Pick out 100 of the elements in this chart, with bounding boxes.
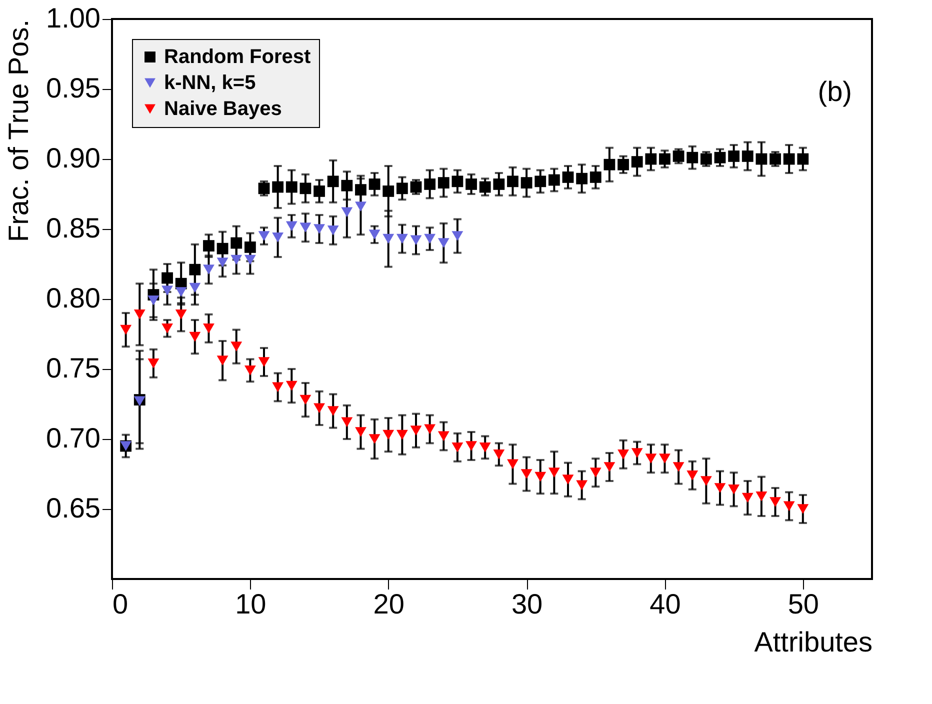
- point: [286, 221, 298, 232]
- point: [148, 358, 160, 368]
- point: [742, 150, 754, 162]
- point: [314, 403, 325, 414]
- y-tick-label: 1.00: [46, 2, 100, 34]
- point: [162, 323, 173, 334]
- y-tick-label: 0.70: [46, 422, 100, 454]
- point: [700, 476, 712, 486]
- point: [452, 231, 464, 241]
- point: [355, 202, 366, 212]
- point: [562, 172, 574, 183]
- point: [562, 474, 574, 485]
- point: [341, 180, 353, 192]
- point: [424, 424, 436, 434]
- point: [438, 177, 450, 188]
- point: [590, 468, 602, 478]
- point: [618, 158, 629, 170]
- legend-label: Random Forest: [164, 46, 312, 68]
- point: [230, 254, 242, 265]
- point: [203, 264, 214, 275]
- point: [272, 232, 284, 242]
- point: [175, 309, 187, 320]
- point: [189, 332, 201, 342]
- point: [548, 174, 560, 186]
- point: [548, 468, 560, 478]
- point: [244, 365, 256, 376]
- point: [424, 178, 436, 190]
- point: [686, 152, 698, 164]
- point: [368, 230, 380, 240]
- point: [300, 394, 312, 405]
- point: [618, 449, 629, 460]
- point: [327, 406, 339, 416]
- point: [203, 323, 214, 334]
- y-tick-label: 0.80: [46, 282, 100, 314]
- point: [341, 417, 353, 428]
- point: [396, 182, 408, 194]
- point: [534, 472, 546, 482]
- point: [604, 462, 616, 472]
- x-axis-title: Attributes: [754, 626, 872, 658]
- point: [590, 172, 602, 183]
- y-tick-label: 0.65: [46, 492, 100, 524]
- point: [783, 501, 795, 512]
- annotation: (b): [818, 76, 852, 107]
- point: [507, 176, 518, 188]
- point: [258, 357, 270, 367]
- point: [520, 177, 532, 188]
- point: [452, 442, 464, 452]
- point: [797, 504, 809, 514]
- point: [286, 181, 298, 193]
- point: [286, 380, 298, 391]
- point: [189, 282, 201, 293]
- point: [382, 234, 394, 244]
- point: [466, 178, 477, 190]
- point: [534, 176, 546, 188]
- point: [341, 207, 353, 218]
- point: [576, 480, 588, 490]
- x-tick-label: 10: [235, 588, 266, 620]
- point: [216, 242, 228, 254]
- point: [203, 240, 214, 252]
- point: [244, 254, 256, 265]
- point: [452, 176, 464, 188]
- point: [258, 182, 270, 194]
- point: [396, 234, 408, 244]
- point: [493, 178, 505, 190]
- point: [728, 150, 740, 162]
- point: [742, 492, 754, 503]
- point: [272, 181, 284, 193]
- y-tick-label: 0.85: [46, 212, 100, 244]
- y-tick-label: 0.95: [46, 72, 100, 104]
- x-tick-label: 40: [650, 588, 681, 620]
- point: [300, 182, 312, 194]
- point: [714, 152, 726, 164]
- point: [327, 176, 339, 188]
- point: [382, 430, 394, 440]
- point: [756, 153, 768, 165]
- point: [783, 153, 795, 165]
- point: [728, 484, 740, 494]
- point: [770, 497, 781, 507]
- point: [230, 237, 242, 249]
- y-tick-label: 0.90: [46, 142, 100, 174]
- point: [134, 309, 146, 320]
- point: [216, 356, 228, 366]
- point: [645, 454, 657, 464]
- point: [438, 238, 450, 248]
- x-tick-label: 30: [511, 588, 543, 620]
- legend-label: k-NN, k=5: [164, 72, 256, 94]
- point: [410, 426, 422, 436]
- point: [368, 434, 380, 444]
- point: [714, 483, 726, 493]
- point: [493, 449, 505, 460]
- y-tick-label: 0.75: [46, 352, 100, 384]
- point: [120, 324, 132, 335]
- point: [148, 295, 160, 306]
- point: [258, 231, 270, 241]
- point: [300, 222, 312, 233]
- point: [479, 181, 491, 193]
- point: [396, 430, 408, 440]
- point: [645, 153, 657, 165]
- point: [272, 382, 284, 392]
- point: [410, 235, 422, 246]
